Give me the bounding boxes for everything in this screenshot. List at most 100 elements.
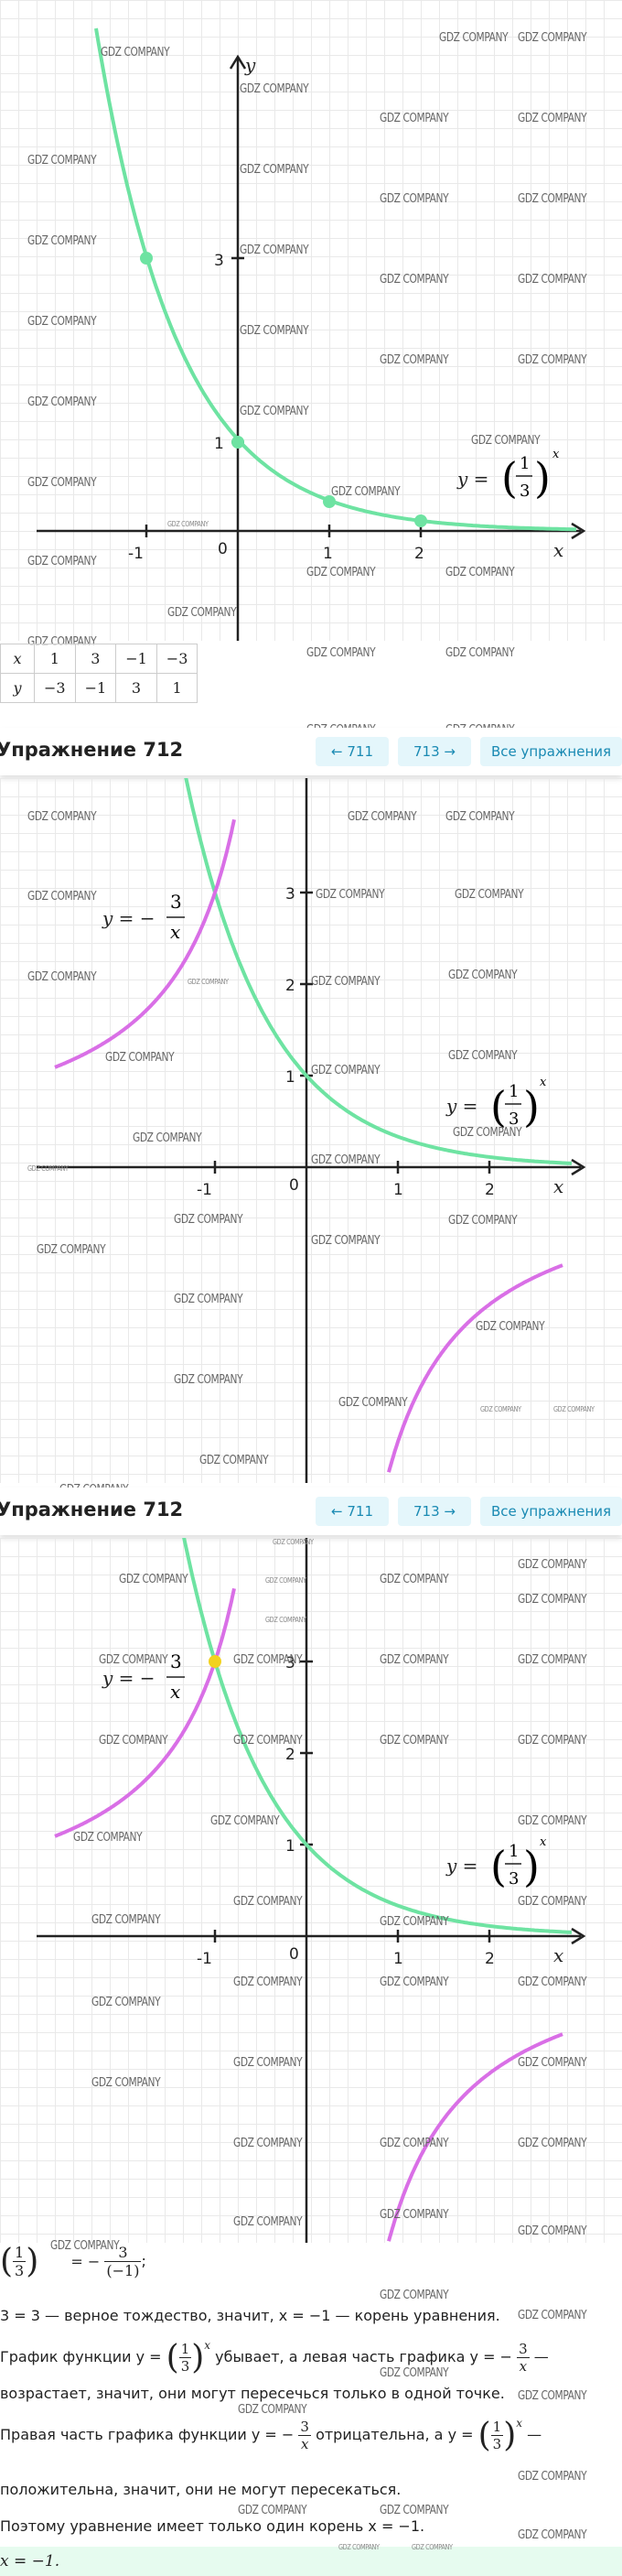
watermark: GDZ COMPANY (27, 810, 97, 824)
watermark: GDZ COMPANY (518, 353, 587, 367)
solution-line-2: 3 = 3 — верное тождество, значит, x = −1… (0, 2307, 500, 2324)
watermark: GDZ COMPANY (238, 2504, 307, 2517)
tick-x-2: 2 (485, 1950, 495, 1968)
answer-box: x = −1. (0, 2547, 622, 2576)
watermark: GDZ COMPANY (518, 31, 587, 45)
watermark: GDZ COMPANY (240, 244, 309, 257)
exp-formula-lhs: y = (445, 1095, 477, 1117)
table-cell: 3 (115, 673, 157, 703)
next-exercise-button[interactable]: 713 → (398, 1497, 471, 1526)
watermark: GDZ COMPANY (471, 434, 541, 448)
tick-x-neg1: -1 (197, 1950, 212, 1968)
solution-line-3: График функции y = (1 3)x убывает, а лева… (0, 2339, 549, 2376)
graph1: -1 0 1 2 1 3 y x y = ( 1 3 ) x (37, 27, 586, 641)
table-cell: 3 (74, 644, 117, 674)
watermark: GDZ COMPANY (518, 1975, 587, 1989)
watermark: GDZ COMPANY (210, 1814, 280, 1828)
exp-formula-lhs: y = (445, 1855, 477, 1877)
watermark: GDZ COMPANY (331, 485, 401, 499)
watermark: GDZ COMPANY (101, 46, 170, 60)
hyperbola-den: x (170, 1681, 180, 1703)
watermark: GDZ COMPANY (233, 2137, 303, 2150)
x-axis-label: x (553, 539, 563, 561)
eq-tail: ; (141, 2252, 146, 2269)
tick-y-3: 3 (214, 252, 224, 270)
all-exercises-button[interactable]: Все упражнения (480, 1497, 622, 1526)
watermark: GDZ COMPANY (233, 1734, 303, 1748)
watermark: GDZ COMPANY (167, 520, 209, 528)
all-exercises-button[interactable]: Все упражнения (480, 737, 622, 766)
watermark: GDZ COMPANY (518, 2528, 587, 2542)
watermark: GDZ COMPANY (199, 1454, 269, 1467)
line5-part-a: Правая часть графика функции y = − (0, 2426, 295, 2443)
y-axis-label: y (244, 54, 256, 76)
watermark: GDZ COMPANY (380, 2504, 449, 2517)
values-table: x 1 3 −1 −3 y −3 −1 3 1 (0, 644, 198, 703)
prev-exercise-button[interactable]: ← 711 (316, 1497, 389, 1526)
watermark: GDZ COMPANY (27, 1164, 69, 1173)
intersection-point (209, 1655, 221, 1668)
hyperbola-den: x (170, 921, 180, 943)
watermark: GDZ COMPANY (188, 978, 229, 986)
watermark: GDZ COMPANY (380, 192, 449, 206)
graph3: -1 0 1 2 1 2 3 x y = − 3 x y = ( 1 3 ) x (37, 1538, 586, 2243)
table-cell: −3 (34, 673, 76, 703)
watermark: GDZ COMPANY (27, 476, 97, 490)
exp-curve (182, 1538, 573, 1934)
watermark: GDZ COMPANY (91, 2076, 161, 2090)
line5-part-c: — (527, 2426, 542, 2443)
watermark: GDZ COMPANY (380, 1915, 449, 1929)
watermark: GDZ COMPANY (518, 2137, 587, 2150)
watermark: GDZ COMPANY (518, 112, 587, 125)
graph2: -1 0 1 2 1 2 3 x y = − 3 x y = ( 1 3 ) x (37, 778, 586, 1483)
exercise-header: Упражнение 712 ← 711 713 → Все упражнени… (0, 1488, 622, 1535)
watermark: GDZ COMPANY (73, 1831, 143, 1845)
eq-den: (−1) (106, 2262, 140, 2279)
eq-num: 3 (104, 2244, 142, 2262)
solution-line-1: (1 3) = − 3 (−1); (0, 2243, 146, 2280)
x-axis-label: x (553, 1175, 563, 1197)
watermark: GDZ COMPANY (380, 1734, 449, 1748)
watermark: GDZ COMPANY (174, 1293, 243, 1306)
watermark: GDZ COMPANY (233, 1895, 303, 1909)
watermark: GDZ COMPANY (306, 646, 376, 660)
watermark: GDZ COMPANY (99, 1653, 168, 1667)
watermark: GDZ COMPANY (311, 1153, 381, 1167)
watermark: GDZ COMPANY (380, 2208, 449, 2222)
watermark: GDZ COMPANY (174, 1373, 243, 1387)
watermark: GDZ COMPANY (27, 315, 97, 329)
point-1-third (323, 495, 336, 508)
exp-den: 3 (509, 1869, 519, 1889)
hyperbola-right-branch (387, 1263, 563, 1473)
hyperbola-left-branch (54, 1587, 236, 1838)
svg-text:): ) (523, 1082, 540, 1131)
watermark: GDZ COMPANY (448, 1214, 518, 1228)
exp-curve (184, 778, 573, 1165)
watermark: GDZ COMPANY (412, 2543, 453, 2551)
watermark: GDZ COMPANY (238, 2403, 307, 2417)
prev-exercise-button[interactable]: ← 711 (316, 737, 389, 766)
watermark: GDZ COMPANY (240, 324, 309, 338)
line3-part-a: График функции y = (0, 2348, 162, 2365)
watermark: GDZ COMPANY (448, 1049, 518, 1063)
next-exercise-button[interactable]: 713 → (398, 737, 471, 766)
exp-num: 1 (509, 1082, 519, 1101)
exp-curve (94, 27, 577, 532)
watermark: GDZ COMPANY (518, 1734, 587, 1748)
watermark: GDZ COMPANY (445, 646, 515, 660)
watermark: GDZ COMPANY (27, 234, 97, 248)
watermark: GDZ COMPANY (265, 1576, 306, 1585)
watermark: GDZ COMPANY (518, 1895, 587, 1909)
watermark: GDZ COMPANY (27, 970, 97, 984)
tick-y-3: 3 (285, 1654, 295, 1672)
watermark: GDZ COMPANY (518, 2224, 587, 2238)
exp-num: 1 (509, 1842, 519, 1861)
watermark: GDZ COMPANY (119, 1573, 188, 1586)
watermark: GDZ COMPANY (380, 112, 449, 125)
watermark: GDZ COMPANY (518, 273, 587, 287)
tick-x-0: 0 (289, 1176, 299, 1195)
watermark: GDZ COMPANY (439, 31, 509, 45)
watermark: GDZ COMPANY (273, 1538, 314, 1546)
tick-y-2: 2 (285, 977, 295, 995)
exp-exp: x (540, 1076, 547, 1089)
